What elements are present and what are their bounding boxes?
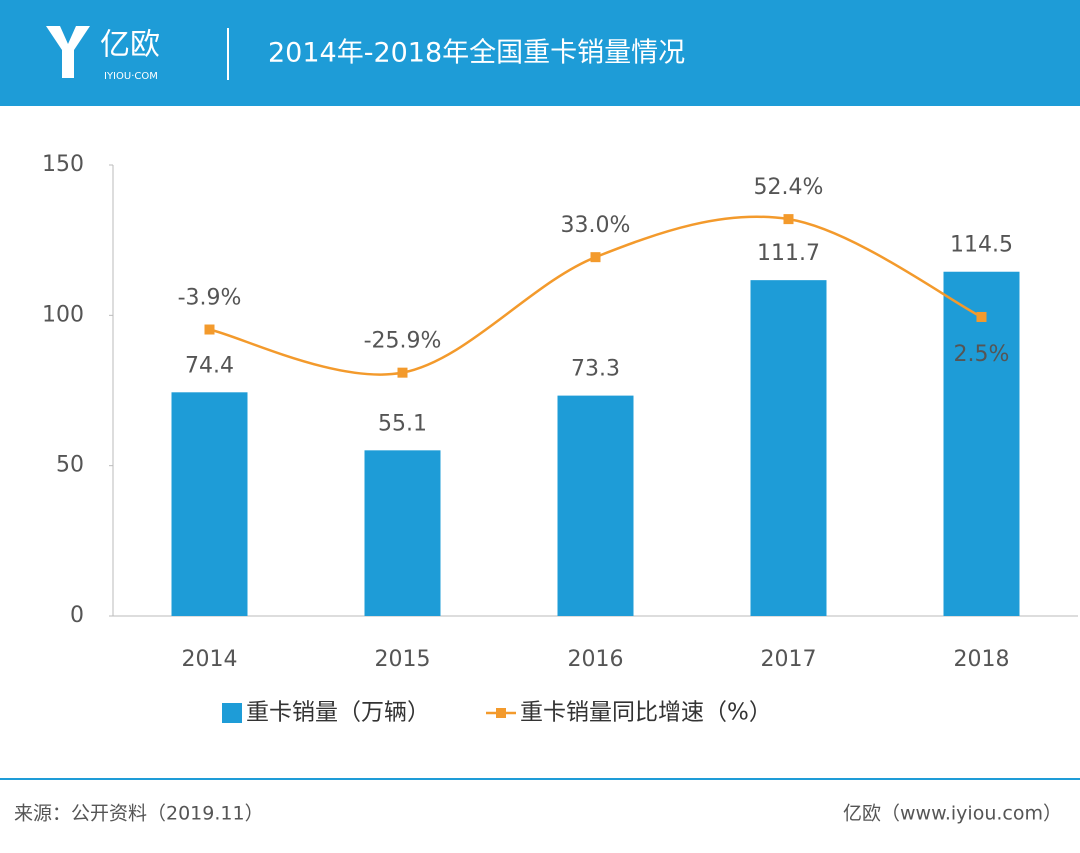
y-tick-label: 50: [56, 453, 84, 478]
line-label: -25.9%: [364, 329, 442, 354]
line-label: 33.0%: [561, 213, 631, 238]
logo-sub: IYIOU·COM: [104, 71, 158, 82]
x-tick-label: 2017: [761, 647, 817, 672]
source: 来源：公开资料（2019.11）: [14, 803, 264, 825]
bar: [171, 392, 248, 616]
bar-label: 111.7: [757, 241, 820, 266]
x-tick-label: 2018: [954, 647, 1010, 672]
logo-text: 亿欧: [100, 28, 160, 63]
bar-label: 55.1: [378, 411, 427, 436]
line-label: 52.4%: [754, 175, 824, 200]
chart-title: 2014年-2018年全国重卡销量情况: [268, 38, 685, 69]
line-label: -3.9%: [178, 286, 242, 311]
x-tick-label: 2015: [375, 647, 431, 672]
line-marker: [590, 252, 601, 263]
x-tick-label: 2016: [568, 647, 624, 672]
header-band: [0, 0, 1080, 106]
bar-label: 74.4: [185, 353, 234, 378]
bar-label: 73.3: [571, 357, 620, 382]
line-marker: [397, 367, 408, 378]
line-marker: [204, 324, 215, 335]
legend-label: 重卡销量同比增速（%）: [520, 700, 772, 726]
bar-label: 114.5: [950, 233, 1013, 258]
line: [209, 215, 983, 376]
bar: [557, 395, 634, 616]
x-tick-label: 2014: [182, 647, 238, 672]
credit: 亿欧（www.iyiou.com）: [843, 803, 1062, 825]
legend-swatch: [496, 708, 506, 718]
y-tick-label: 150: [42, 152, 84, 177]
y-tick-label: 0: [70, 603, 84, 628]
y-tick-label: 100: [42, 302, 84, 327]
line-marker: [783, 214, 794, 225]
legend-swatch: [222, 703, 242, 723]
line-label: 2.5%: [954, 342, 1010, 367]
bar: [943, 271, 1020, 616]
legend-label: 重卡销量（万辆）: [246, 700, 430, 726]
bar: [750, 280, 827, 616]
bar: [364, 450, 441, 616]
logo-mark: [46, 26, 90, 78]
line-marker: [976, 311, 987, 322]
